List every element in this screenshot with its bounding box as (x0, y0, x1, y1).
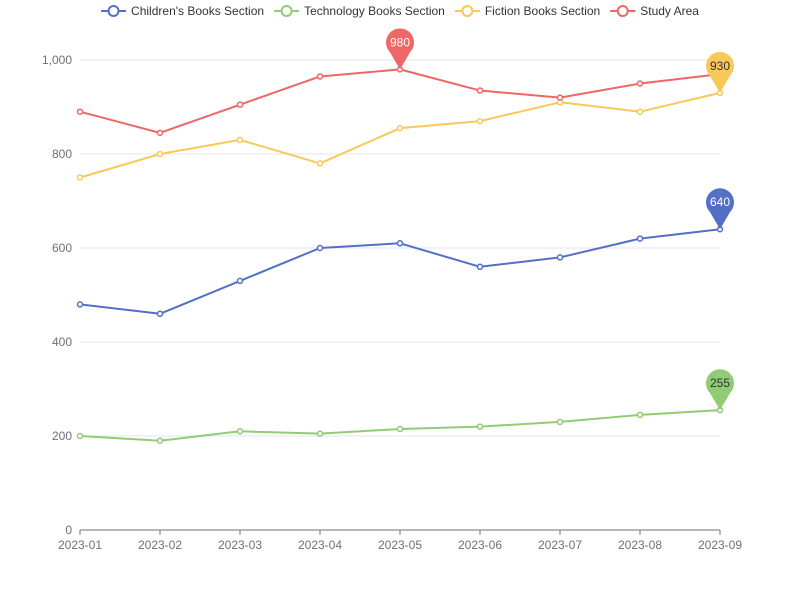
technology-books-section-point (156, 437, 164, 444)
children-s-books-section-point (156, 310, 164, 318)
technology-books-section-point (236, 428, 244, 435)
technology-books-section-max-label: 255 (710, 376, 730, 390)
technology-books-section-max-marker: 255 (706, 369, 735, 411)
legend-label: Technology Books Section (304, 4, 445, 18)
fiction-books-section-point (76, 174, 84, 181)
x-tick-label: 2023-03 (218, 538, 262, 552)
legend-label: Fiction Books Section (485, 4, 600, 18)
legend-item-children-s-books-section: Children's Books Section (101, 4, 264, 18)
children-s-books-section-max-pin (706, 188, 735, 230)
children-s-books-section-point (476, 263, 484, 271)
legend-swatch-icon (616, 5, 629, 17)
technology-books-section-max-pin (706, 369, 735, 411)
fiction-books-section-max-label: 930 (710, 59, 730, 73)
technology-books-section-point (396, 425, 404, 433)
children-s-books-section-max-label: 640 (710, 195, 730, 209)
technology-books-section-point (556, 418, 564, 426)
y-tick-label: 800 (52, 147, 72, 161)
study-area-point (636, 80, 644, 87)
legend-swatch-icon (461, 5, 474, 17)
fiction-books-section-max-pin (706, 51, 734, 93)
study-area-point (476, 87, 484, 94)
legend: Children's Books Section Technology Books… (101, 4, 699, 18)
x-tick-label: 2023-05 (378, 538, 422, 552)
x-tick-label: 2023-04 (298, 538, 342, 552)
legend-swatch-icon (107, 5, 120, 17)
children-s-books-section-max-marker: 640 (706, 188, 735, 230)
study-area-line (79, 68, 721, 134)
axis-layer: 0 200 400 600 800 1,000 2023-01 2023-02 2023-03 2… (42, 53, 742, 552)
x-tick-label: 2023-01 (58, 538, 102, 552)
y-tick-label: 400 (52, 335, 72, 349)
legend-item-technology-books-section: Technology Books Section (274, 4, 445, 18)
legend-swatch-icon (280, 5, 293, 17)
study-area-point (156, 129, 164, 137)
x-tick-label: 2023-07 (538, 538, 582, 552)
legend-item-fiction-books-section: Fiction Books Section (454, 4, 600, 18)
legend-label: Children's Books Section (131, 4, 264, 18)
fiction-books-section-point (316, 160, 324, 167)
technology-books-section-point (476, 423, 484, 430)
legend-item-study-area: Study Area (610, 4, 699, 18)
x-tick-label: 2023-06 (458, 538, 502, 552)
legend-label: Study Area (640, 4, 699, 18)
x-tick-label: 2023-02 (138, 538, 182, 552)
technology-books-section-point (76, 432, 84, 440)
fiction-books-section-max-marker: 930 (706, 51, 734, 93)
x-tick-label: 2023-08 (618, 538, 662, 552)
series-layer (76, 66, 724, 444)
fiction-books-section-point (396, 124, 404, 132)
study-area-point (316, 73, 324, 80)
fiction-books-section-point (636, 108, 644, 115)
fiction-books-section-point (156, 150, 164, 158)
study-area-point (76, 108, 84, 115)
children-s-books-section-point (396, 240, 404, 247)
children-s-books-section-point (556, 254, 564, 261)
fiction-books-section-point (236, 136, 244, 144)
x-tick-label: 2023-09 (698, 538, 742, 552)
marker-layer: 640 255 930 980 (386, 28, 735, 411)
study-area-max-label: 980 (390, 35, 410, 49)
study-area-max-marker: 980 (386, 28, 415, 70)
children-s-books-section-point (316, 244, 324, 252)
children-s-books-section-point (636, 235, 644, 242)
y-tick-label: 0 (65, 523, 72, 537)
y-tick-label: 1,000 (42, 53, 72, 67)
grid-layer (80, 59, 720, 437)
study-area-point (236, 101, 244, 108)
y-tick-label: 600 (52, 241, 72, 255)
children-s-books-section-point (236, 277, 244, 285)
study-area-max-pin (386, 28, 415, 70)
study-area-point (556, 94, 564, 101)
technology-books-section-point (636, 411, 644, 419)
y-tick-label: 200 (52, 429, 72, 443)
fiction-books-section-point (476, 117, 484, 125)
fiction-books-section-line (79, 91, 721, 179)
technology-books-section-point (316, 430, 324, 437)
children-s-books-section-point (76, 301, 84, 308)
